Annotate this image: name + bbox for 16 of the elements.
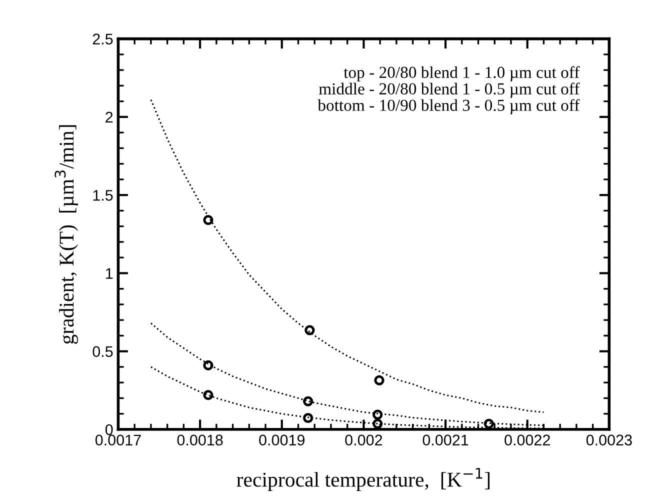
y-axis-title: gradient, K(T) [µm$^{3}$/min] — [54, 125, 78, 344]
x-tick-label: 0.002 — [345, 434, 382, 446]
y-tick-label: 1.5 — [93, 190, 113, 201]
y-tick-label: 2 — [106, 112, 113, 122]
x-tick-label: 0.0022 — [504, 434, 550, 446]
y-tick-label: 2.5 — [92, 34, 113, 44]
annotation: top - 20/80 blend 1 - 1.0 µm cut off middle - 20/80 blend 1 - 0.5 µm cut off bottom - 10/90 blend 3 - 0.5 µm cut off — [318, 66, 580, 114]
y-tick-label: 0.5 — [92, 346, 113, 357]
x-tick-label: 0.0021 — [422, 434, 468, 446]
x-tick-label: 0.0017 — [95, 434, 141, 446]
x-axis-title: reciprocal temperature, [K$^{−1}$] — [236, 468, 490, 491]
y-tick-label: 0 — [105, 424, 113, 436]
x-tick-label: 0.0018 — [177, 434, 223, 446]
x-tick-label: 0.0023 — [586, 434, 632, 446]
x-tick-label: 0.0019 — [259, 434, 305, 446]
y-tick-label: 1 — [106, 268, 113, 279]
